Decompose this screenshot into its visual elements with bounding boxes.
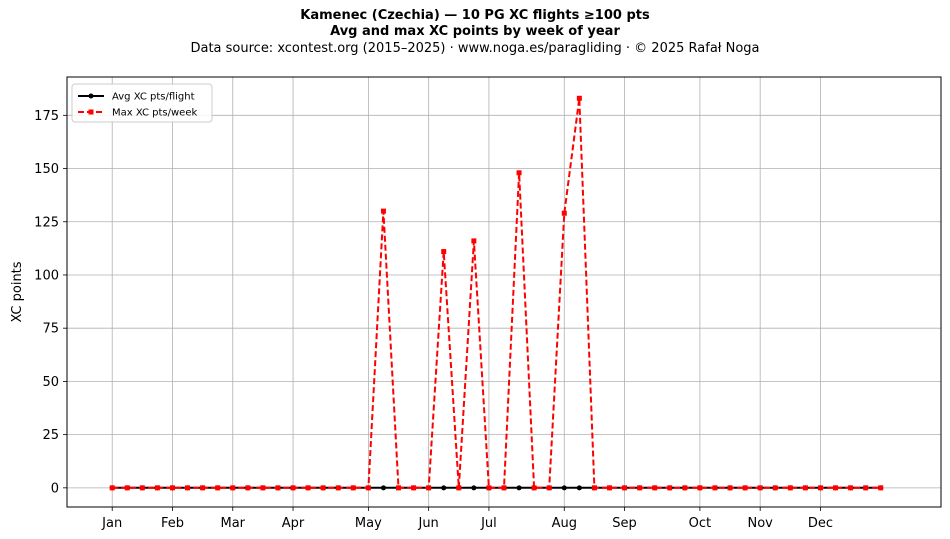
chart-source-note: Data source: xcontest.org (2015–2025) · …	[190, 41, 760, 56]
data-point-marker	[591, 485, 597, 491]
data-point-marker	[576, 485, 582, 491]
data-point-marker	[320, 485, 326, 491]
data-point-marker	[290, 485, 296, 491]
data-point-marker	[380, 485, 386, 491]
x-tick-label: Jun	[417, 516, 438, 531]
data-point-marker	[561, 210, 567, 216]
data-point-marker	[501, 485, 507, 491]
y-tick-label: 75	[42, 322, 59, 337]
legend-marker-sample	[88, 93, 94, 99]
data-point-marker	[606, 485, 612, 491]
data-point-marker	[817, 485, 823, 491]
data-point-marker	[350, 485, 356, 491]
data-point-marker	[576, 95, 582, 101]
y-tick-label: 25	[42, 428, 59, 443]
data-point-marker	[109, 485, 115, 491]
chart-title: Kamenec (Czechia) — 10 PG XC flights ≥10…	[300, 8, 650, 23]
data-point-marker	[245, 485, 251, 491]
x-tick-label: Jan	[101, 516, 122, 531]
data-point-marker	[154, 485, 160, 491]
data-point-marker	[863, 485, 869, 491]
plot-frame	[66, 76, 942, 508]
data-point-marker	[878, 485, 884, 491]
y-tick-label: 0	[51, 481, 59, 496]
x-tick-label: Apr	[282, 516, 305, 531]
data-point-marker	[561, 485, 567, 491]
data-point-marker	[682, 485, 688, 491]
data-point-marker	[124, 485, 130, 491]
series-lines	[112, 97, 881, 489]
data-point-marker	[697, 485, 703, 491]
data-point-marker	[365, 485, 371, 491]
data-point-marker	[546, 485, 552, 491]
y-tick-label: 50	[42, 375, 59, 390]
series-line-1	[112, 97, 881, 489]
data-point-marker	[531, 485, 537, 491]
data-point-marker	[260, 485, 266, 491]
data-point-marker	[200, 485, 206, 491]
data-point-marker	[757, 485, 763, 491]
y-tick-label: 100	[34, 268, 59, 283]
data-point-marker	[441, 249, 447, 255]
data-point-marker	[486, 485, 492, 491]
x-tick-label: Dec	[808, 516, 833, 531]
data-point-marker	[185, 485, 191, 491]
x-tick-label: Sep	[612, 516, 637, 531]
x-tick-label: Jul	[480, 516, 497, 531]
legend-box	[71, 83, 213, 123]
y-tick-label: 125	[34, 215, 59, 230]
data-point-marker	[456, 485, 462, 491]
chart-subtitle: Avg and max XC points by week of year	[330, 24, 620, 39]
data-point-marker	[169, 485, 175, 491]
data-point-marker	[215, 485, 221, 491]
y-tick-label: 175	[34, 109, 59, 124]
data-point-marker	[380, 208, 386, 214]
legend: Avg XC pts/flight Max XC pts/week	[71, 83, 213, 123]
legend-entry-label: Avg XC pts/flight	[112, 92, 195, 103]
axis-ticks: Jan Feb Mar Apr May Jun Jul Aug Sep Oct Nov Dec 0 25 5…	[34, 109, 833, 531]
data-point-marker	[727, 485, 733, 491]
x-tick-label: Mar	[220, 516, 245, 531]
legend-entry-label: Max XC pts/week	[112, 108, 197, 119]
y-axis-label: XC points	[10, 261, 25, 322]
x-tick-label: Nov	[747, 516, 773, 531]
data-point-marker	[787, 485, 793, 491]
grid	[67, 77, 941, 507]
data-point-marker	[426, 485, 432, 491]
data-point-marker	[848, 485, 854, 491]
data-point-marker	[305, 485, 311, 491]
x-tick-label: Aug	[552, 516, 577, 531]
data-point-marker	[139, 485, 145, 491]
data-point-marker	[637, 485, 643, 491]
data-point-marker	[742, 485, 748, 491]
legend-marker-sample	[88, 109, 94, 115]
chart-titles: Kamenec (Czechia) — 10 PG XC flights ≥10…	[0, 8, 950, 57]
y-tick-label: 150	[34, 162, 59, 177]
data-point-marker	[411, 485, 417, 491]
x-tick-label: Oct	[689, 516, 711, 531]
data-point-marker	[275, 485, 281, 491]
data-point-marker	[772, 485, 778, 491]
data-point-marker	[335, 485, 341, 491]
data-point-marker	[833, 485, 839, 491]
data-point-marker	[802, 485, 808, 491]
data-point-marker	[516, 170, 522, 176]
series-markers	[109, 95, 884, 491]
data-point-marker	[516, 485, 522, 491]
x-tick-label: Feb	[161, 516, 184, 531]
data-point-marker	[441, 485, 447, 491]
x-tick-label: May	[355, 516, 382, 531]
data-point-marker	[471, 485, 477, 491]
data-point-marker	[622, 485, 628, 491]
data-point-marker	[230, 485, 236, 491]
data-point-marker	[667, 485, 673, 491]
data-point-marker	[712, 485, 718, 491]
data-point-marker	[471, 238, 477, 244]
data-point-marker	[396, 485, 402, 491]
data-point-marker	[652, 485, 658, 491]
